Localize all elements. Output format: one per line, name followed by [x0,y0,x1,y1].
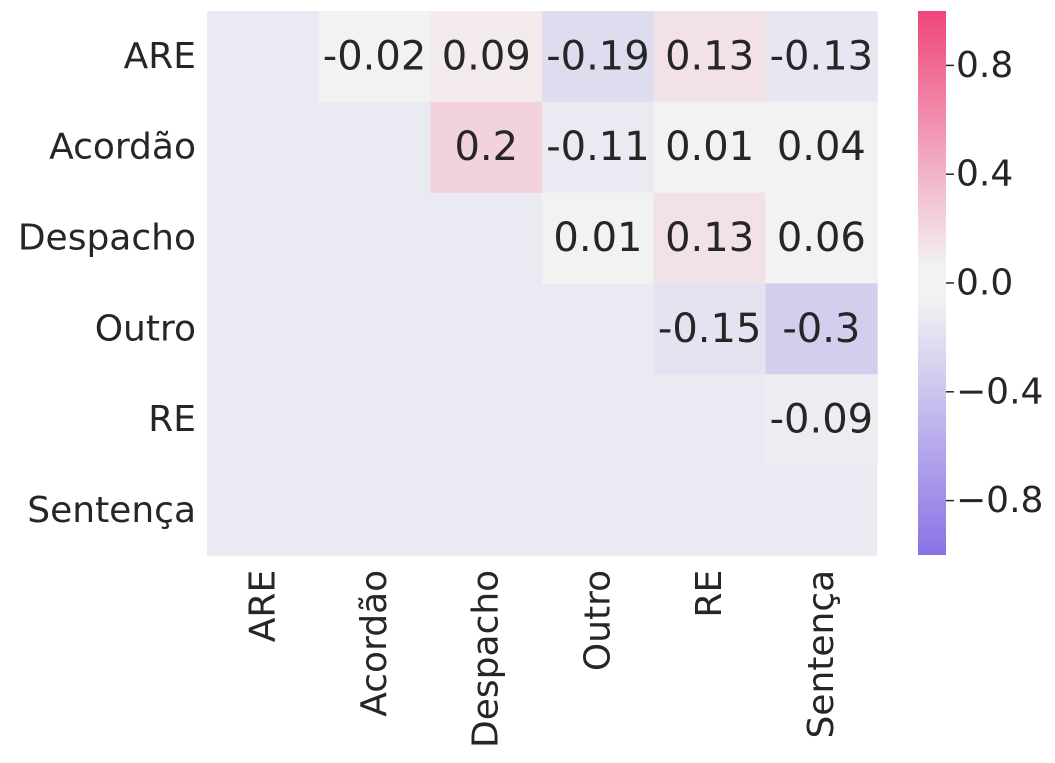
heatmap-cell-label: 0.06 [777,215,866,261]
heatmap-cell-label: 0.2 [454,124,518,170]
heatmap-cell-label: -0.11 [546,124,650,170]
heatmap-cell [430,11,543,103]
heatmap-cell [653,192,766,284]
y-tick-label: Despacho [18,218,196,259]
heatmap-cell [765,192,878,284]
x-tick-label: Acordão [354,570,395,717]
heatmap-cell [542,101,655,194]
x-tick-label: Outro [577,570,618,671]
heatmap-cell [653,283,766,375]
heatmap-cell-label: 0.04 [777,124,866,170]
heatmap-cell [765,283,878,375]
heatmap-cell [542,11,655,103]
heatmap-cell [318,11,431,103]
colorbar-tick-label: −0.4 [956,371,1043,412]
heatmap-cell-label: -0.02 [323,33,427,79]
heatmap-cell-label: 0.01 [665,124,754,170]
colorbar-ticks: 0.8 0.4 0.0 −0.4 −0.8 [946,45,1043,521]
heatmap-cell-label: 0.01 [553,215,642,261]
y-tick-label: RE [148,399,196,440]
heatmap-cell [765,11,878,103]
heatmap-cell [542,192,655,284]
y-tick-label: ARE [124,36,196,77]
heatmap-cell-label: 0.13 [665,33,754,79]
heatmap-cell [653,101,766,194]
y-tick-label: Sentença [27,490,196,531]
colorbar-tick-label: −0.8 [956,480,1043,521]
heatmap-cells [318,11,878,466]
heatmap-cell-label: 0.09 [442,33,531,79]
y-tick-label: Acordão [49,127,196,168]
x-tick-label: RE [689,570,730,618]
heatmap-cell-label: -0.09 [770,397,874,443]
colorbar-tick-label: 0.0 [956,263,1013,304]
heatmap-cell-label: -0.15 [658,306,762,352]
heatmap-cell-labels: -0.02 0.09 -0.19 0.13 -0.13 0.2 -0.11 0.01 0.04 0… [323,33,873,442]
colorbar-tick-label: 0.8 [956,45,1013,86]
heatmap-cell [653,11,766,103]
heatmap-cell [765,101,878,194]
y-tick-label: Outro [95,308,196,349]
heatmap-cell-label: 0.13 [665,215,754,261]
heatmap-cell-label: -0.3 [782,306,860,352]
colorbar [918,11,946,555]
x-tick-label: Despacho [466,570,507,748]
y-axis-tick-labels: ARE Acordão Despacho Outro RE Sentença [18,36,196,531]
heatmap-cell-label: -0.13 [770,33,874,79]
x-tick-label: Sentença [801,570,842,739]
heatmap-cell [430,101,543,194]
x-axis-tick-labels: ARE Acordão Despacho Outro RE Sentença [242,570,842,748]
x-tick-label: ARE [242,570,283,642]
heatmap-cell [765,374,878,466]
heatmap-cell-label: -0.19 [546,33,650,79]
colorbar-tick-label: 0.4 [956,154,1013,195]
